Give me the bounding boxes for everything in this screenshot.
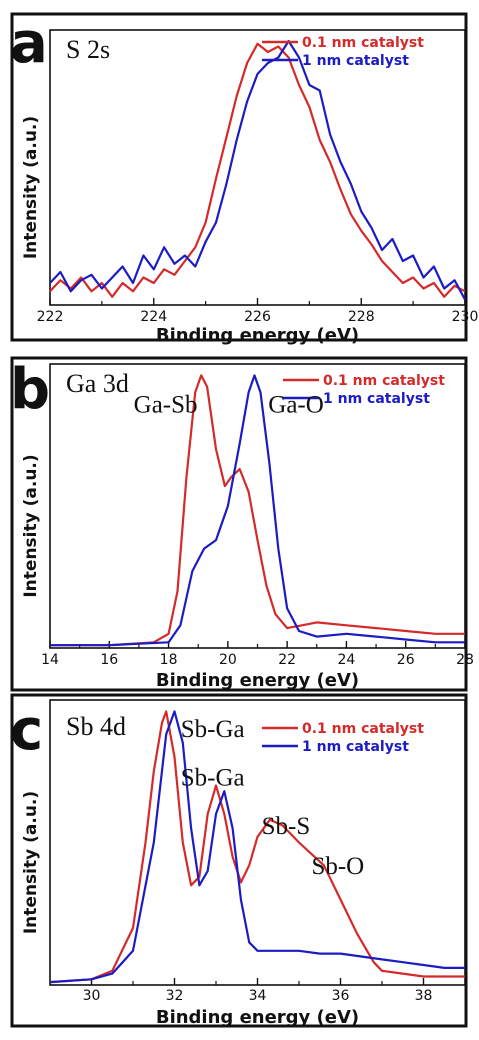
peak-annotation: Sb-Ga bbox=[181, 716, 245, 743]
x-tick-label: 36 bbox=[332, 988, 350, 1004]
y-axis-title: Intensity (a.u.) bbox=[21, 791, 41, 934]
y-axis-title: Intensity (a.u.) bbox=[21, 116, 41, 259]
legend-label: 0.1 nm catalyst bbox=[302, 721, 424, 737]
x-tick-label: 26 bbox=[397, 652, 415, 668]
legend: 0.1 nm catalyst 1 nm catalyst bbox=[283, 373, 445, 407]
x-tick-label: 34 bbox=[249, 988, 267, 1004]
x-tick-label: 14 bbox=[41, 652, 59, 668]
legend: 0.1 nm catalyst 1 nm catalyst bbox=[262, 35, 424, 69]
x-tick-label: 28 bbox=[456, 652, 474, 668]
series-line-blue bbox=[49, 710, 465, 984]
peak-annotation: Sb-S bbox=[262, 813, 311, 840]
legend-label: 0.1 nm catalyst bbox=[323, 373, 445, 389]
panel-frame bbox=[10, 12, 468, 342]
panel-b: 14 16 18 20 22 24 26 28 Binding energy (eV) Inten… bbox=[10, 356, 474, 692]
series-line-blue bbox=[50, 374, 465, 647]
x-tick-label: 20 bbox=[219, 652, 237, 668]
x-tick-label: 30 bbox=[83, 988, 101, 1004]
series-line-blue bbox=[49, 39, 466, 301]
x-tick-label: 222 bbox=[37, 309, 64, 325]
legend: 0.1 nm catalyst 1 nm catalyst bbox=[262, 721, 424, 755]
panel-title: Sb 4d bbox=[66, 712, 126, 741]
peak-annotation: Ga-O bbox=[268, 391, 324, 418]
panel-frame bbox=[10, 356, 468, 692]
legend-label: 1 nm catalyst bbox=[323, 391, 430, 407]
x-tick-label: 22 bbox=[278, 652, 296, 668]
x-tick-label: 32 bbox=[166, 988, 184, 1004]
x-tick-label: 16 bbox=[100, 652, 118, 668]
x-axis-title: Binding energy (eV) bbox=[156, 670, 359, 691]
legend-label: 0.1 nm catalyst bbox=[302, 35, 424, 51]
x-tick-label: 226 bbox=[244, 309, 271, 325]
series-line-red bbox=[50, 374, 465, 647]
panel-c: 30 32 34 36 38 Binding energy (eV) Intensity (… bbox=[10, 693, 468, 1028]
panel-letter: a bbox=[10, 11, 48, 76]
panel-title: Ga 3d bbox=[66, 369, 129, 398]
peak-annotation: Ga-Sb bbox=[134, 391, 198, 418]
y-axis-title: Intensity (a.u.) bbox=[21, 454, 41, 597]
x-axis-title: Binding energy (eV) bbox=[156, 1007, 359, 1028]
peak-annotation: Sb-Ga bbox=[181, 765, 245, 792]
legend-label: 1 nm catalyst bbox=[302, 53, 409, 69]
x-tick-label: 18 bbox=[160, 652, 178, 668]
peak-annotation: Sb-O bbox=[311, 853, 364, 880]
x-tick-label: 224 bbox=[140, 309, 167, 325]
x-tick-label: 228 bbox=[348, 309, 375, 325]
panel-a: 222 224 226 228 230 Binding energy (eV) Intens… bbox=[10, 11, 478, 346]
panel-title: S 2s bbox=[66, 35, 110, 64]
x-axis-title: Binding energy (eV) bbox=[156, 325, 359, 346]
legend-label: 1 nm catalyst bbox=[302, 739, 409, 755]
panel-frame bbox=[10, 693, 468, 1028]
x-tick-label: 230 bbox=[452, 309, 479, 325]
panel-letter: b bbox=[10, 357, 50, 422]
panel-letter: c bbox=[10, 698, 43, 763]
x-tick-label: 24 bbox=[338, 652, 356, 668]
series-line-red bbox=[49, 42, 466, 298]
plot-area bbox=[49, 29, 466, 306]
x-tick-label: 38 bbox=[415, 988, 433, 1004]
